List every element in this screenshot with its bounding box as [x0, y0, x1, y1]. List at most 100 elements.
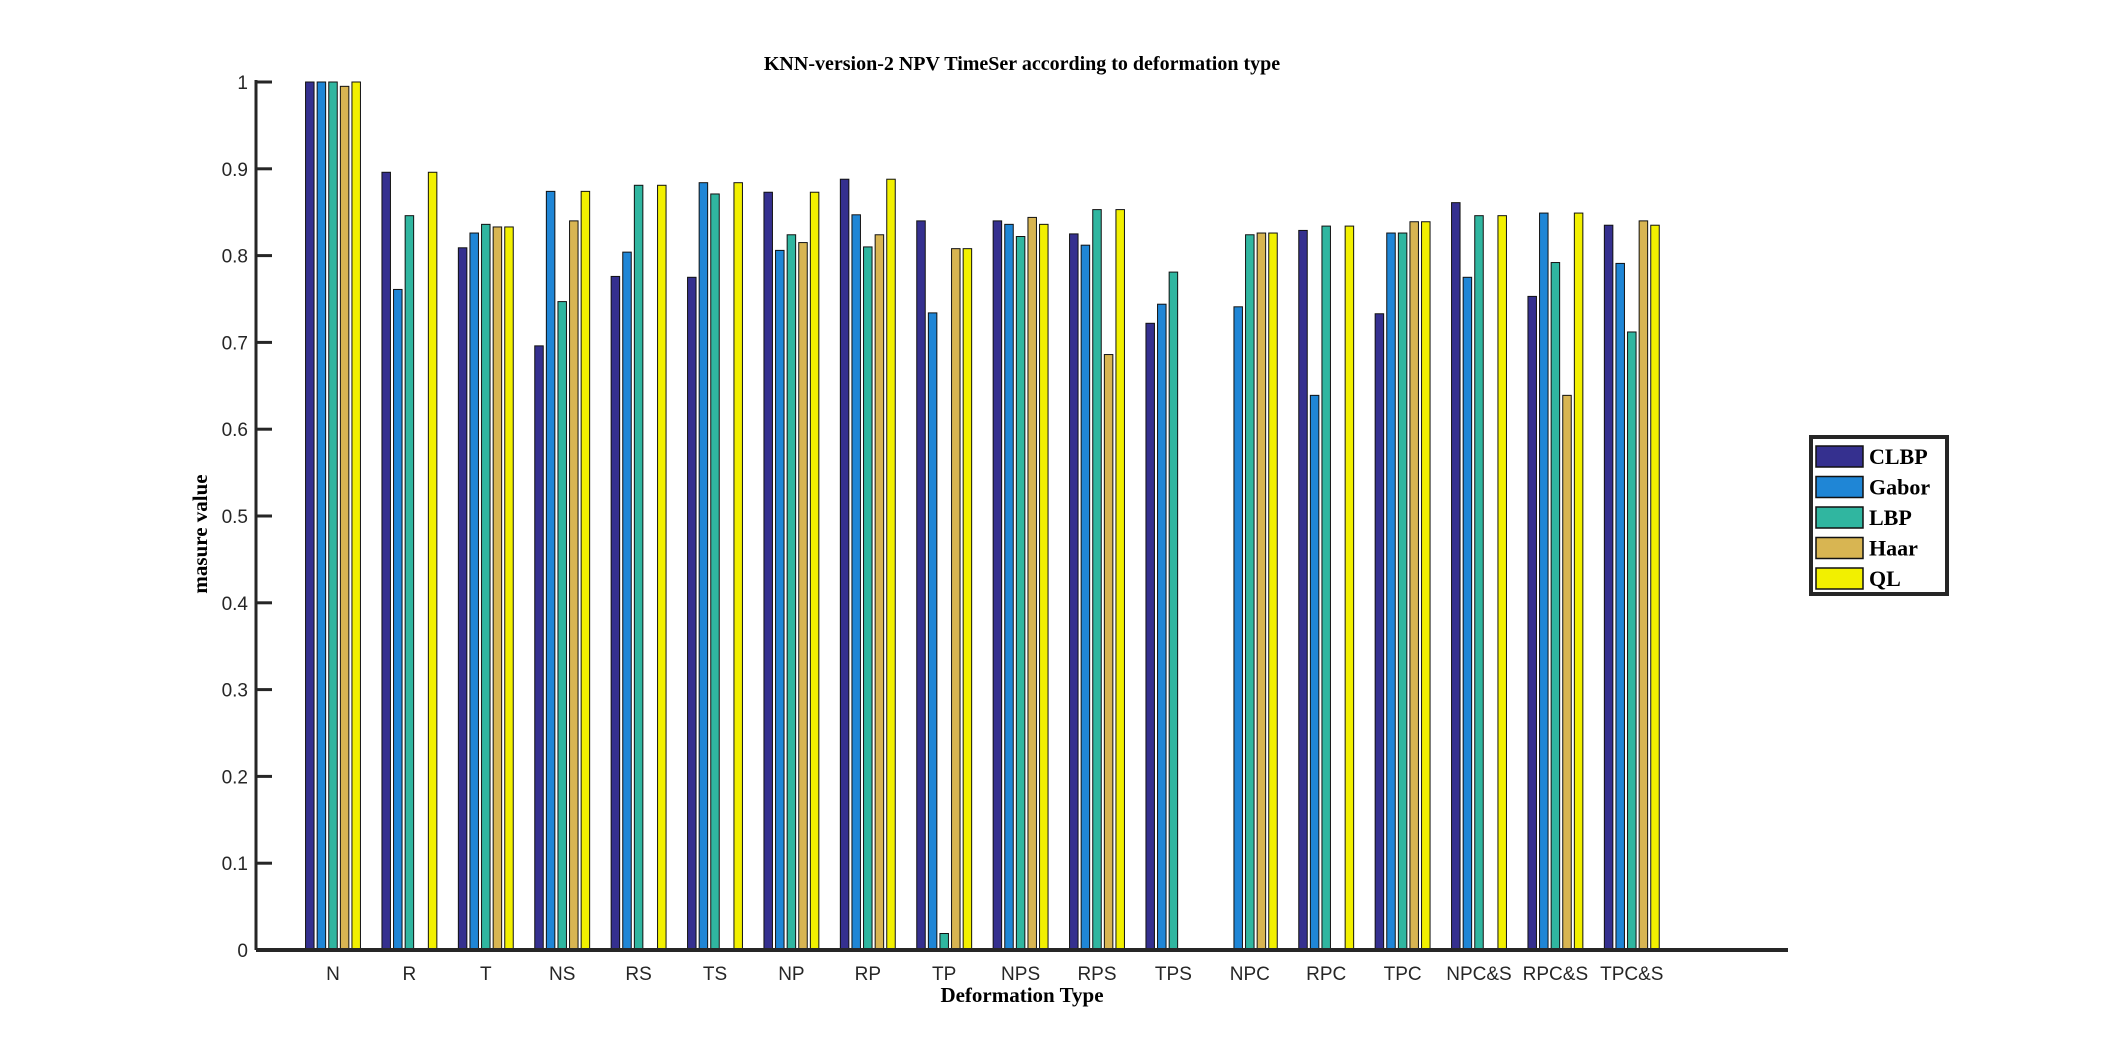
bar-lbp-r [404, 215, 415, 951]
x-tick-label: NPC&S [1446, 964, 1511, 985]
x-tick-label: TPS [1155, 964, 1192, 985]
bar-clbp-rp [839, 178, 850, 951]
chart-title: KNN-version-2 NPV TimeSer according to d… [764, 53, 1280, 75]
bar-gabor-tp [927, 312, 938, 951]
legend-label-gabor: Gabor [1869, 475, 1930, 500]
x-tick-label: R [403, 964, 417, 985]
bar-clbp-np [763, 191, 773, 951]
bar-ql-rpc [1344, 225, 1355, 951]
legend-label-haar: Haar [1869, 536, 1918, 561]
bar-lbp-ts [710, 193, 720, 951]
y-tick-label: 0.9 [222, 160, 248, 181]
bar-gabor-nps [1004, 223, 1014, 951]
bar-gabor-ns [545, 190, 556, 951]
bar-clbp-tpc&s [1603, 224, 1614, 951]
x-tick-label: TP [932, 964, 956, 985]
bar-gabor-rps [1080, 244, 1091, 951]
bar-ql-rps [1115, 209, 1125, 951]
x-tick-label: NS [549, 964, 575, 985]
x-tick-label: RP [855, 964, 881, 985]
bar-lbp-tpc&s [1627, 331, 1637, 951]
bar-gabor-rs [622, 251, 632, 951]
bar-clbp-ns [534, 345, 544, 951]
bar-gabor-tpc&s [1615, 262, 1625, 951]
bar-lbp-npc [1245, 234, 1255, 951]
x-tick-label: TS [703, 964, 727, 985]
bar-haar-nps [1027, 216, 1037, 951]
bar-clbp-tp [916, 220, 926, 951]
bar-haar-rps [1103, 354, 1114, 951]
bar-ql-tp [962, 248, 973, 951]
y-tick-label: 0.5 [222, 507, 248, 528]
x-tick-label: NPC [1230, 964, 1270, 985]
y-tick-label: 0.1 [222, 854, 248, 875]
legend-label-ql: QL [1869, 566, 1901, 591]
bar-gabor-npc&s [1462, 276, 1473, 951]
bar-ql-tpc [1421, 221, 1431, 951]
x-tick-label: T [480, 964, 492, 985]
legend-swatch-haar [1815, 536, 1864, 560]
bar-ql-npc&s [1497, 215, 1507, 951]
bar-clbp-r [381, 171, 391, 951]
legend-swatch-clbp [1815, 445, 1864, 468]
bar-ql-tpc&s [1650, 224, 1660, 951]
y-axis: 0 0.1 0.2 0.3 0.4 0.5 0.6 0.7 0.8 0.9 1 [222, 73, 272, 962]
y-tick-label: 0.7 [222, 333, 248, 354]
bar-clbp-rs [610, 275, 621, 951]
bar-gabor-ts [698, 182, 709, 951]
bar-ql-rs [657, 184, 667, 951]
bar-gabor-rpc [1309, 394, 1320, 951]
bar-lbp-t [481, 223, 491, 951]
bar-gabor-np [775, 249, 785, 951]
x-axis: N R T NS RS TS NP RP TP NPS RPS TPS NPC RPC TPC NPC&S RP… [256, 948, 1788, 985]
bar-haar-rp [874, 234, 885, 951]
bar-clbp-rpc&s [1527, 295, 1537, 951]
bar-clbp-ts [687, 276, 697, 951]
bar-ql-rp [886, 178, 896, 951]
bar-ql-n [351, 81, 361, 951]
legend-swatch-gabor [1815, 475, 1864, 499]
bar-gabor-tps [1157, 303, 1167, 951]
bar-haar-npc [1256, 232, 1267, 951]
bar-ql-t [504, 226, 514, 951]
y-tick-label: 0 [237, 941, 248, 962]
bar-gabor-rpc&s [1539, 212, 1549, 951]
bar-clbp-rpc [1298, 229, 1308, 951]
bar-gabor-npc [1233, 306, 1243, 951]
legend-label-lbp: LBP [1869, 505, 1912, 530]
legend-label-clbp: CLBP [1869, 444, 1928, 469]
y-tick-label: 0.2 [222, 767, 248, 788]
bar-lbp-rs [633, 184, 644, 951]
bar-clbp-rps [1069, 233, 1079, 951]
x-axis-label: Deformation Type [940, 983, 1103, 1007]
bar-ql-nps [1039, 223, 1049, 951]
bar-ql-rpc&s [1573, 212, 1584, 951]
y-tick-label: 0.3 [222, 681, 248, 702]
bar-haar-np [798, 242, 808, 951]
bar-gabor-t [469, 232, 479, 951]
y-tick-label: 0.6 [222, 420, 248, 441]
bar-ql-ns [580, 190, 591, 951]
bar-gabor-r [393, 288, 403, 951]
bar-lbp-rpc&s [1550, 262, 1561, 951]
bar-clbp-tps [1145, 322, 1155, 951]
y-tick-label: 0.4 [222, 594, 249, 615]
bar-clbp-nps [992, 220, 1003, 951]
x-tick-label: RS [625, 964, 651, 985]
y-tick-label: 0.8 [222, 247, 248, 268]
x-tick-label: NPS [1001, 964, 1040, 985]
bar-gabor-tpc [1386, 232, 1396, 951]
bar-haar-ns [569, 220, 579, 951]
bar-clbp-tpc [1374, 313, 1385, 951]
legend: CLBP Gabor LBP Haar QL [1809, 435, 1949, 596]
y-axis-label: masure value [188, 474, 212, 593]
bars-group [305, 81, 1660, 951]
bar-clbp-npc&s [1451, 202, 1461, 951]
bar-lbp-np [786, 234, 797, 951]
bar-clbp-n [305, 81, 315, 951]
x-tick-label: RPC&S [1523, 964, 1588, 985]
bar-ql-ts [733, 182, 743, 951]
bar-haar-rpc&s [1562, 394, 1572, 951]
bar-lbp-rpc [1321, 225, 1331, 951]
